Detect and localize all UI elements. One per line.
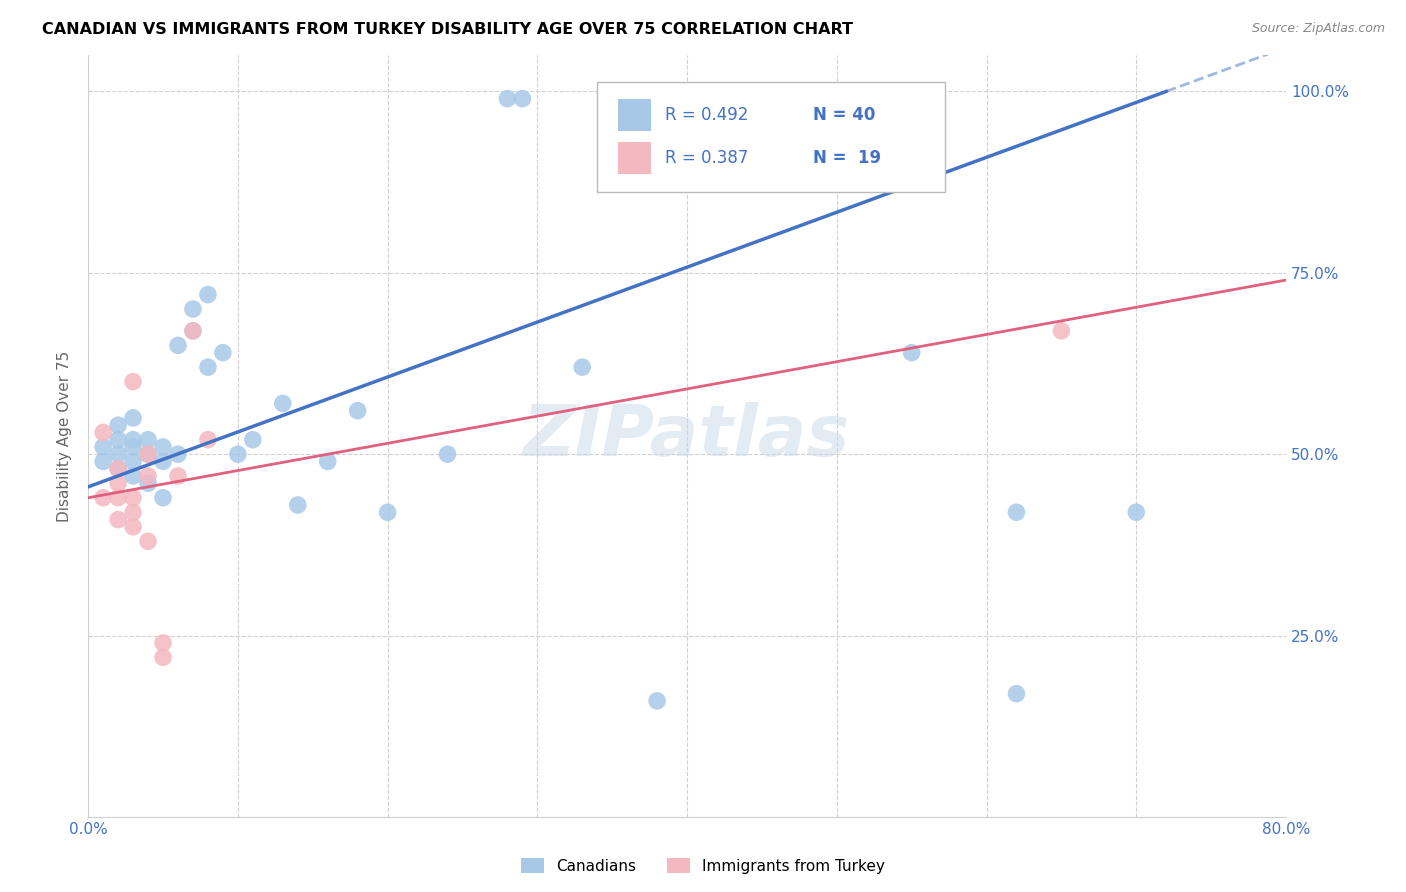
Point <box>181 324 204 338</box>
Point <box>1005 505 1028 519</box>
Point <box>122 505 145 519</box>
Point <box>91 425 114 440</box>
Point <box>152 454 174 468</box>
Point <box>271 396 294 410</box>
Point <box>122 454 145 468</box>
Point <box>152 636 174 650</box>
Point <box>316 454 339 468</box>
FancyBboxPatch shape <box>617 142 651 174</box>
Point <box>136 476 159 491</box>
Point <box>346 403 368 417</box>
Point <box>1125 505 1147 519</box>
Point <box>122 411 145 425</box>
Point <box>107 418 129 433</box>
Point <box>287 498 309 512</box>
Y-axis label: Disability Age Over 75: Disability Age Over 75 <box>58 351 72 522</box>
Point <box>167 469 190 483</box>
Point <box>212 345 235 359</box>
Point <box>107 461 129 475</box>
Point <box>107 433 129 447</box>
Point <box>181 324 204 338</box>
Point <box>167 447 190 461</box>
Point <box>122 469 145 483</box>
Point <box>122 440 145 454</box>
Point <box>122 433 145 447</box>
Point <box>197 360 219 375</box>
Point <box>136 447 159 461</box>
Text: N = 40: N = 40 <box>813 105 875 124</box>
Point <box>122 491 145 505</box>
Text: N =  19: N = 19 <box>813 149 882 167</box>
Point <box>1005 687 1028 701</box>
Text: R = 0.387: R = 0.387 <box>665 149 749 167</box>
Point <box>181 302 204 317</box>
Point <box>197 287 219 301</box>
Point <box>512 92 534 106</box>
Point <box>197 433 219 447</box>
Text: ZIPatlas: ZIPatlas <box>523 401 851 471</box>
Point <box>571 360 593 375</box>
FancyBboxPatch shape <box>617 98 651 130</box>
Legend: Canadians, Immigrants from Turkey: Canadians, Immigrants from Turkey <box>515 852 891 880</box>
Point <box>91 491 114 505</box>
Point <box>107 491 129 505</box>
Point <box>377 505 399 519</box>
Text: Source: ZipAtlas.com: Source: ZipAtlas.com <box>1251 22 1385 36</box>
Point <box>136 447 159 461</box>
Point <box>91 454 114 468</box>
Point <box>107 461 129 475</box>
Point <box>136 469 159 483</box>
Point <box>122 375 145 389</box>
Text: R = 0.492: R = 0.492 <box>665 105 749 124</box>
Text: CANADIAN VS IMMIGRANTS FROM TURKEY DISABILITY AGE OVER 75 CORRELATION CHART: CANADIAN VS IMMIGRANTS FROM TURKEY DISAB… <box>42 22 853 37</box>
Point <box>152 491 174 505</box>
Point <box>436 447 458 461</box>
Point <box>107 447 129 461</box>
Point <box>107 476 129 491</box>
Point <box>152 440 174 454</box>
Point <box>645 694 668 708</box>
Point <box>136 534 159 549</box>
Point <box>152 650 174 665</box>
Point <box>496 92 519 106</box>
Point <box>136 433 159 447</box>
Point <box>122 520 145 534</box>
Point <box>226 447 249 461</box>
Point <box>167 338 190 352</box>
Point <box>107 512 129 526</box>
Point <box>91 440 114 454</box>
Point <box>242 433 264 447</box>
FancyBboxPatch shape <box>598 82 945 193</box>
Point <box>1050 324 1073 338</box>
Point <box>900 345 922 359</box>
